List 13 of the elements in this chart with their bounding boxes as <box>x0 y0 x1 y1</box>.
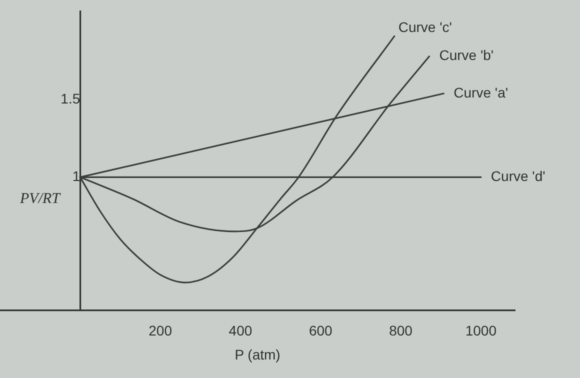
y-tick-label: 1 <box>72 168 80 184</box>
y-axis-title: PV/RT <box>19 191 62 208</box>
x-tick-label: 200 <box>148 322 172 339</box>
x-tick-label: 400 <box>228 322 252 339</box>
series-label: Curve 'c' <box>398 19 452 36</box>
x-axis-title: P (atm) <box>234 346 280 362</box>
y-tick-label: 1.5 <box>60 90 80 107</box>
x-tick-label: 800 <box>389 322 413 339</box>
series-label: Curve 'b' <box>439 47 494 64</box>
x-tick-label: 600 <box>308 322 333 339</box>
x-tick-label: 1000 <box>465 322 497 339</box>
series-label: Curve 'a' <box>454 84 508 100</box>
series-label: Curve 'd' <box>490 168 546 184</box>
